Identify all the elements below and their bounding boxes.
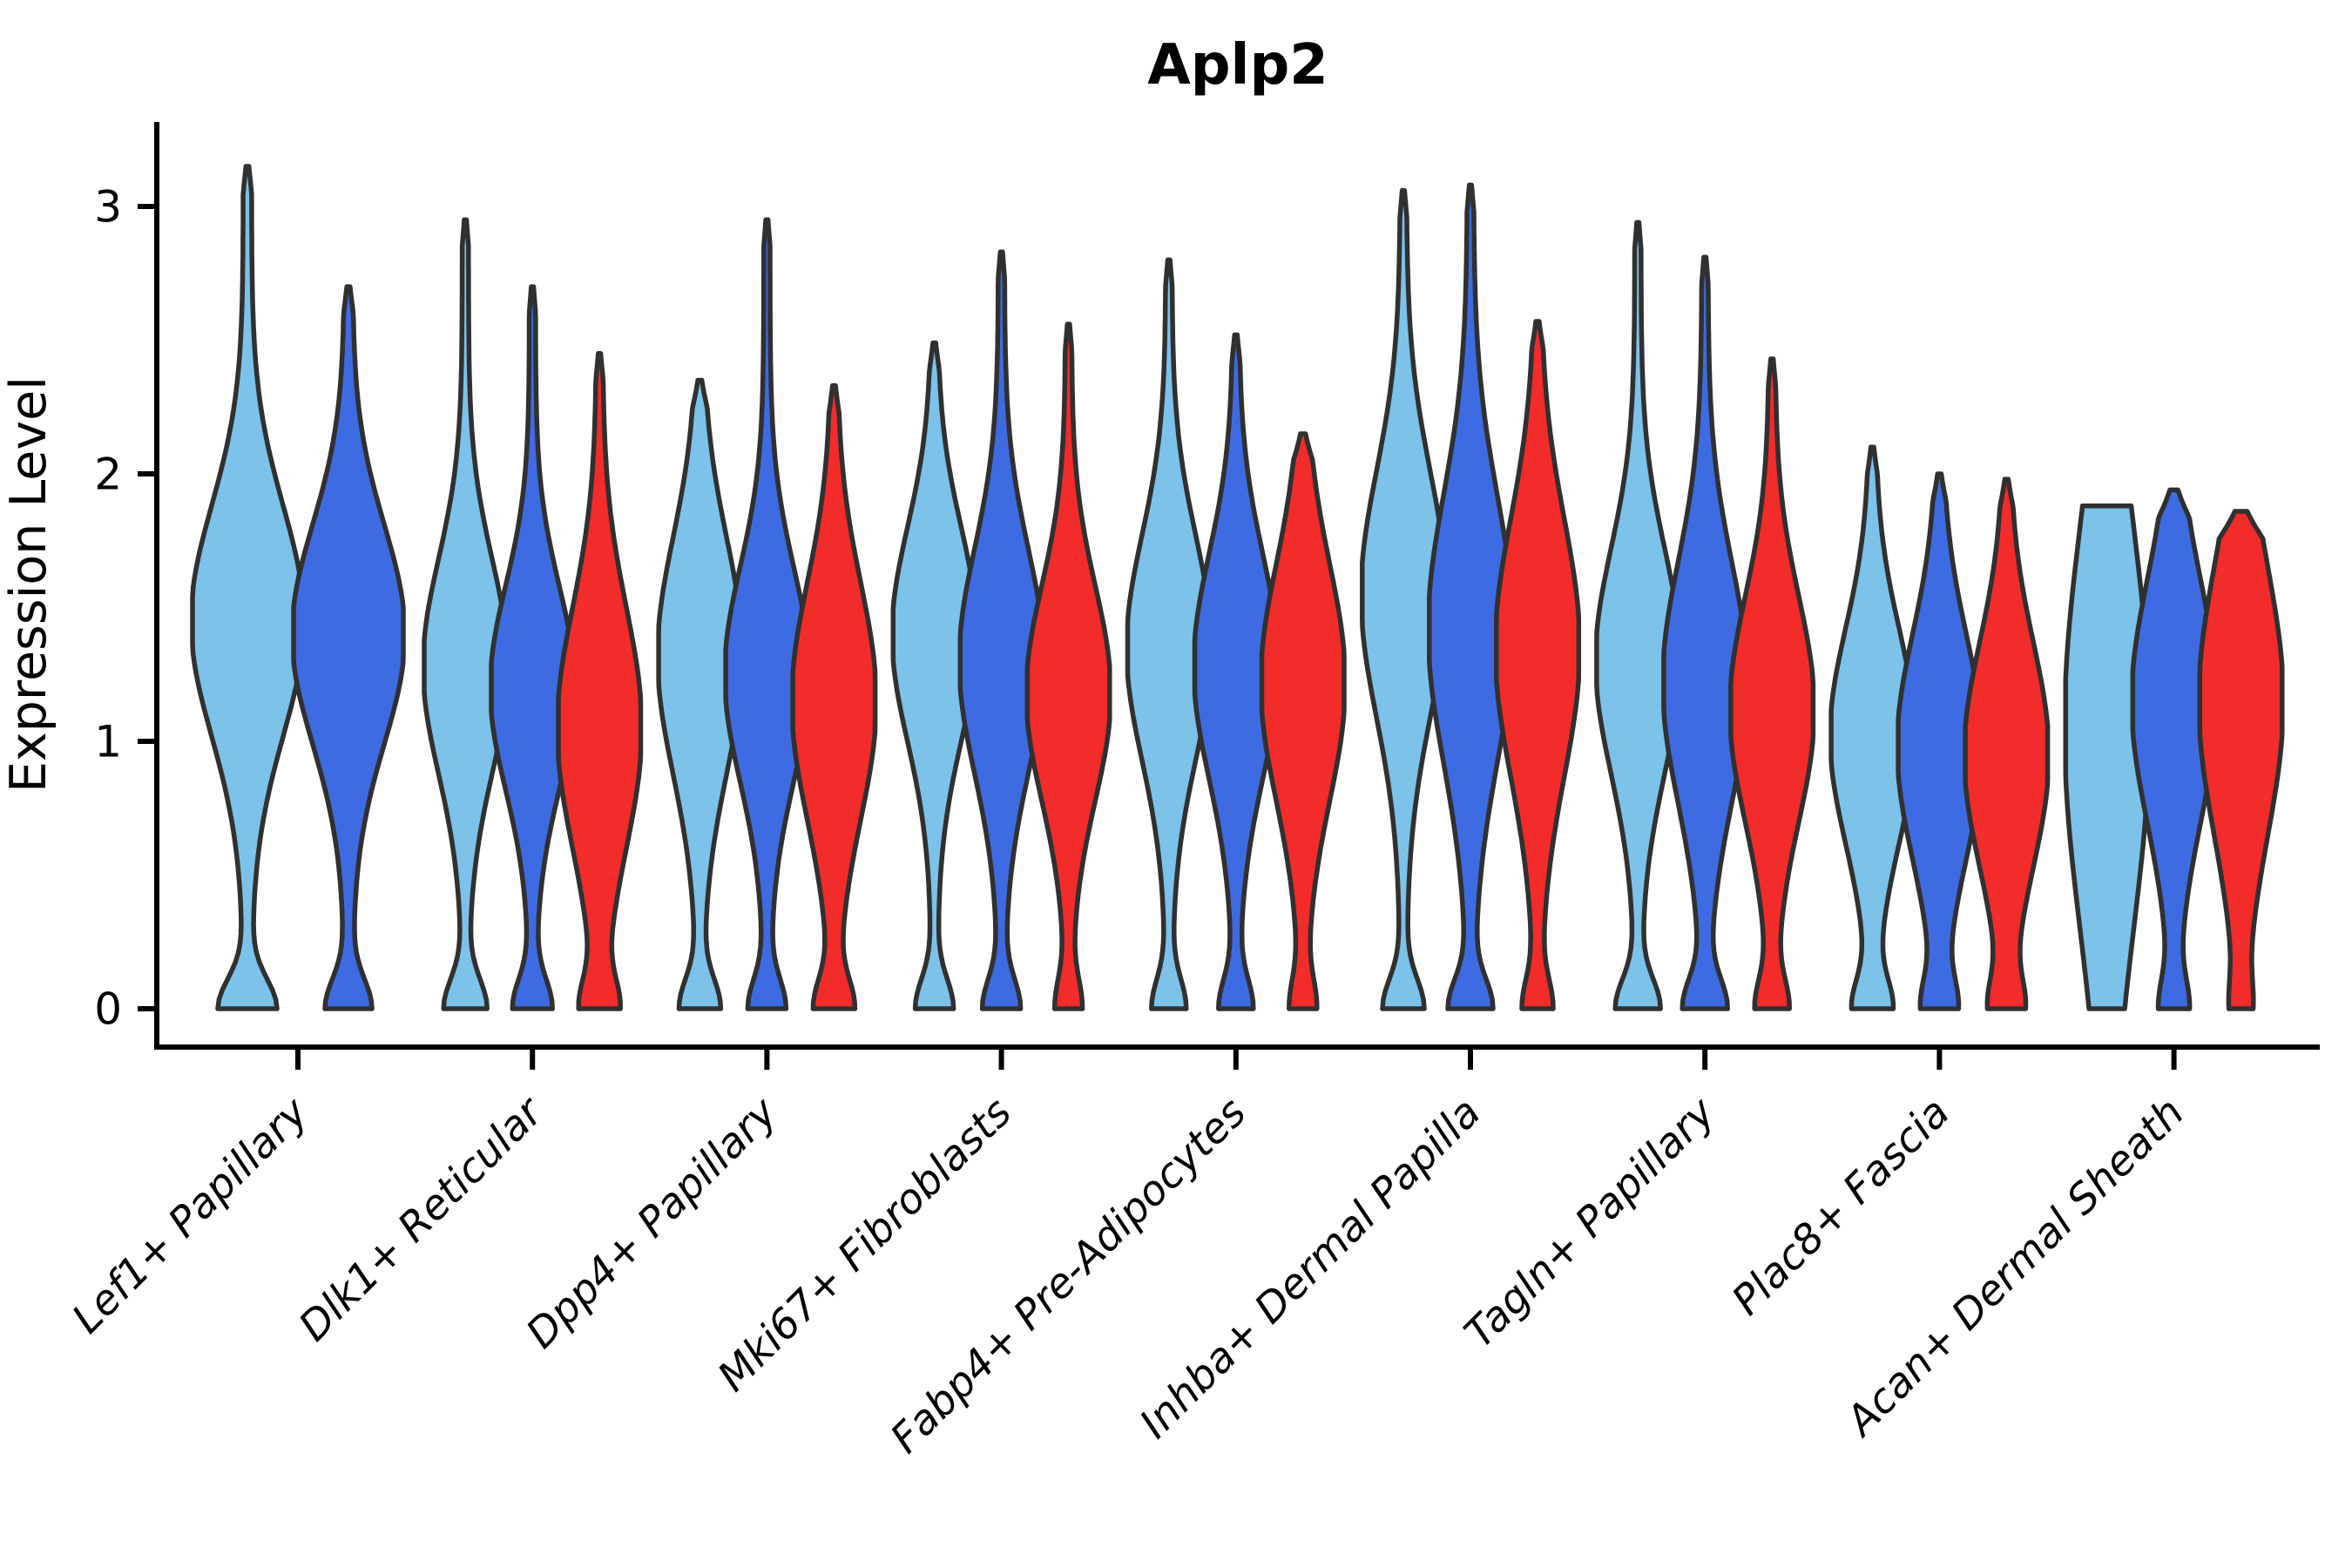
violin-fabp4-pre-adipocytes-dark bbox=[1192, 332, 1280, 1011]
violin-mki67-fibroblasts-dark bbox=[957, 249, 1045, 1011]
x-tick-label-dpp4-papillary: Dpp4+ Papillary bbox=[517, 1088, 787, 1358]
violin-fabp4-pre-adipocytes-light bbox=[1125, 257, 1213, 1011]
violin-dpp4-papillary-red bbox=[790, 382, 878, 1011]
x-tick-label-plac8-fascia: Plac8+ Fascia bbox=[1723, 1089, 1959, 1325]
violin-inhba-dermal-papilla-red bbox=[1494, 319, 1582, 1011]
violin-lef1-papillary-light bbox=[190, 164, 305, 1011]
y-tick-label: 1 bbox=[94, 717, 122, 767]
violins-layer bbox=[190, 164, 2285, 1011]
violin-tagln-papillary-red bbox=[1728, 356, 1816, 1011]
violin-mki67-fibroblasts-light bbox=[890, 340, 978, 1011]
violin-dlk1-reticular-red bbox=[556, 351, 644, 1011]
y-tick-label: 3 bbox=[94, 182, 122, 233]
violin-plac8-fascia-red bbox=[1963, 476, 2051, 1011]
violin-inhba-dermal-papilla-dark bbox=[1427, 182, 1515, 1011]
violin-mki67-fibroblasts-red bbox=[1024, 321, 1112, 1011]
violin-acan-dermal-sheath-dark bbox=[2130, 487, 2218, 1011]
violin-tagln-papillary-dark bbox=[1661, 254, 1749, 1011]
y-tick-label: 2 bbox=[94, 449, 122, 500]
violin-acan-dermal-sheath-light bbox=[2063, 504, 2151, 1011]
y-tick-label: 0 bbox=[94, 984, 122, 1035]
x-tick-label-dlk1-reticular: Dlk1+ Reticular bbox=[290, 1087, 554, 1351]
x-tick-label-tagln-papillary: Tagln+ Papillary bbox=[1456, 1088, 1726, 1358]
violin-dpp4-papillary-light bbox=[656, 377, 744, 1011]
x-tick-label-lef1-papillary: Lef1+ Papillary bbox=[63, 1088, 318, 1343]
violin-dpp4-papillary-dark bbox=[723, 217, 811, 1011]
violin-lef1-papillary-dark bbox=[291, 284, 406, 1011]
violin-plac8-fascia-light bbox=[1828, 444, 1916, 1011]
violin-dlk1-reticular-light bbox=[422, 217, 510, 1011]
y-axis-label: Expression Level bbox=[0, 376, 57, 793]
violin-acan-dermal-sheath-red bbox=[2197, 509, 2285, 1011]
violin-inhba-dermal-papilla-light bbox=[1360, 187, 1448, 1011]
violin-dlk1-reticular-dark bbox=[489, 284, 577, 1011]
violin-fabp4-pre-adipocytes-red bbox=[1259, 431, 1347, 1011]
chart-title: Aplp2 bbox=[1147, 33, 1328, 98]
